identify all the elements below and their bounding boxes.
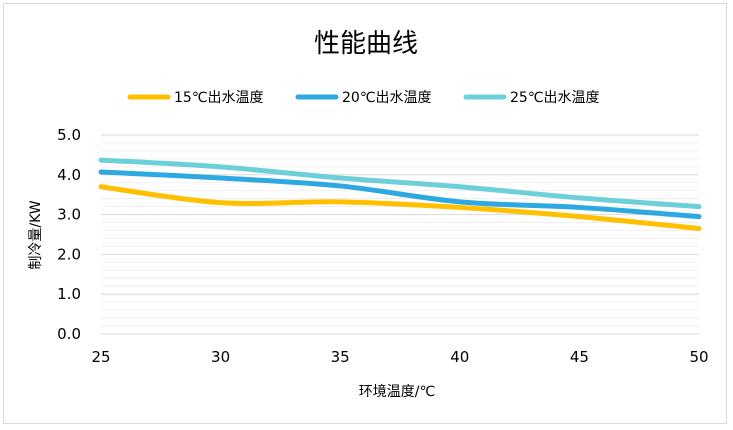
chart-title: 性能曲线 bbox=[314, 29, 418, 59]
legend-label-3: 25℃出水温度 bbox=[510, 90, 600, 106]
y-tick-label: 0.0 bbox=[57, 325, 81, 343]
series-lines bbox=[98, 157, 702, 232]
y-axis-label: 制冷量/KW bbox=[28, 200, 44, 269]
legend: 15℃出水温度 20℃出水温度 25℃出水温度 bbox=[127, 90, 600, 106]
x-tick-label: 50 bbox=[689, 348, 708, 366]
y-tick-label: 2.0 bbox=[57, 245, 81, 263]
x-axis-label: 环境温度/℃ bbox=[359, 384, 435, 400]
series-line-1 bbox=[98, 184, 702, 232]
legend-label-2: 20℃出水温度 bbox=[342, 90, 432, 106]
y-tick-label: 5.0 bbox=[57, 126, 81, 144]
y-tick-label: 4.0 bbox=[57, 166, 81, 184]
x-axis-ticks: 25 30 35 40 45 50 bbox=[91, 348, 708, 366]
series-line-2 bbox=[98, 169, 702, 220]
y-tick-label: 1.0 bbox=[57, 285, 81, 303]
x-tick-label: 40 bbox=[450, 348, 469, 366]
chart-frame bbox=[3, 3, 727, 424]
x-tick-label: 45 bbox=[570, 348, 589, 366]
y-tick-label: 3.0 bbox=[57, 206, 81, 224]
x-tick-label: 30 bbox=[211, 348, 230, 366]
y-axis-ticks: 0.0 1.0 2.0 3.0 4.0 5.0 bbox=[57, 126, 81, 343]
x-tick-label: 25 bbox=[91, 348, 110, 366]
legend-label-1: 15℃出水温度 bbox=[174, 90, 264, 106]
series-line-3 bbox=[98, 157, 702, 210]
x-tick-label: 35 bbox=[331, 348, 350, 366]
